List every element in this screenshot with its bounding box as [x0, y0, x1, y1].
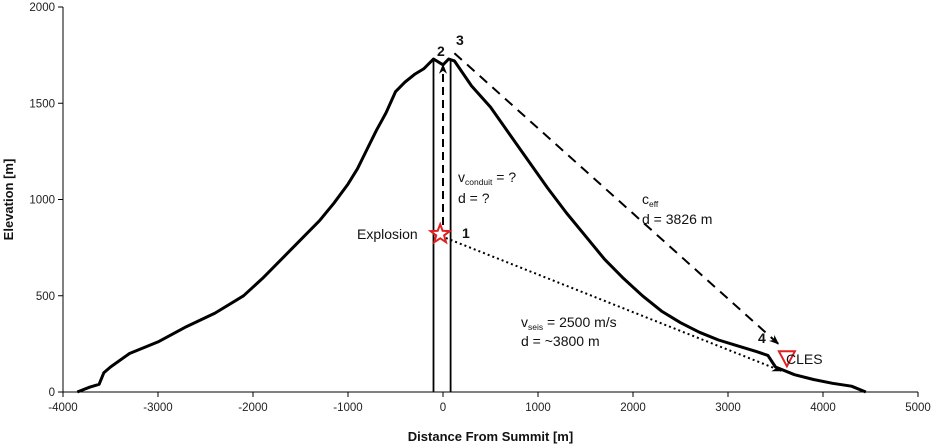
c-eff-label: ceff [642, 191, 659, 209]
d-seis-label: d = ~3800 m [521, 333, 600, 349]
x-tick-label: 5000 [905, 402, 931, 414]
x-tick-label: -1000 [333, 402, 362, 414]
v-seis-value: = 2500 m/s [543, 314, 617, 330]
v-seis-label: vseis = 2500 m/s [521, 314, 617, 332]
point-3-label: 3 [456, 32, 464, 48]
seismic-path-arrow [445, 237, 783, 372]
y-tick-label: 1000 [29, 195, 55, 207]
y-tick-label: 1500 [29, 98, 55, 110]
x-tick-label: -3000 [143, 402, 172, 414]
x-tick-label: -4000 [48, 402, 77, 414]
x-axis-title: Distance From Summit [m] [408, 429, 573, 444]
c-eff-subscript: eff [649, 199, 659, 209]
y-tick-label: 2000 [29, 2, 55, 14]
explosion-star-icon [427, 221, 453, 245]
x-tick-label: 4000 [810, 402, 836, 414]
explosion-label: Explosion [357, 226, 418, 242]
elevation-profile-line [76, 57, 867, 394]
point-2-label: 2 [437, 43, 445, 59]
acoustic-path-arrow [453, 52, 780, 345]
v-seis-symbol: v [521, 314, 528, 330]
v-conduit-symbol: v [458, 169, 465, 185]
x-tick-label: 2000 [620, 402, 646, 414]
d-conduit-label: d = ? [458, 190, 490, 206]
v-conduit-subscript: conduit [465, 177, 493, 187]
y-tick-label: 500 [36, 291, 55, 303]
point-4-label: 4 [758, 330, 766, 346]
y-axis-title: Elevation [m] [1, 159, 16, 241]
station-label: CLES [786, 351, 823, 367]
d-eff-label: d = 3826 m [642, 211, 712, 227]
y-tick-label: 0 [49, 387, 55, 399]
point-1-label: 1 [462, 225, 470, 241]
v-seis-subscript: seis [528, 322, 543, 332]
x-tick-label: 1000 [525, 402, 551, 414]
station-triangle-icon [777, 350, 797, 369]
c-eff-symbol: c [642, 191, 649, 207]
x-tick-label: -2000 [238, 402, 267, 414]
x-tick-label: 3000 [715, 402, 741, 414]
v-conduit-value: = ? [492, 169, 516, 185]
v-conduit-label: vconduit = ? [458, 169, 516, 187]
x-tick-label: 0 [440, 402, 446, 414]
